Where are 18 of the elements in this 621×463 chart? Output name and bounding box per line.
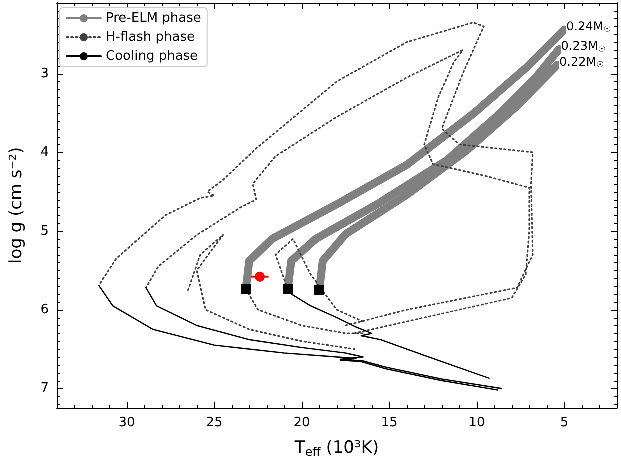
y-tick-label: 5	[40, 224, 49, 239]
legend-label: H-flash phase	[106, 30, 195, 45]
y-tick-label: 6	[40, 302, 49, 318]
x-tick-label: 20	[294, 415, 310, 430]
annotation: 0.23M☉	[561, 39, 606, 54]
y-tick-label: 7	[40, 381, 49, 396]
x-tick-label: 15	[381, 415, 398, 430]
x-tick-label: 5	[560, 415, 569, 430]
legend-label: Cooling phase	[106, 49, 198, 64]
y-tick-label: 3	[40, 66, 49, 82]
x-tick-label: 25	[206, 415, 223, 430]
y-tick-label: 4	[40, 145, 49, 160]
x-tick-label: 30	[118, 415, 136, 430]
annotation: 0.24M☉	[566, 19, 612, 34]
legend-label: Pre-ELM phase	[106, 11, 202, 26]
x-tick-label: 10	[468, 415, 486, 430]
annotation: 0.22M☉	[560, 54, 604, 70]
y-axis-title: log g (cm s⁻²)	[6, 147, 26, 264]
